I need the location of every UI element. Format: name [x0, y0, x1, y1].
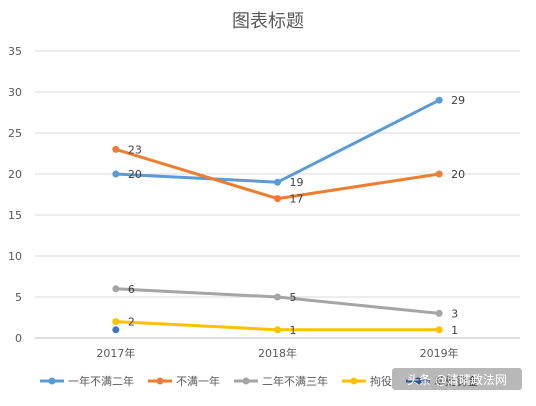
data-label: 20 [128, 168, 142, 181]
series-line [114, 287, 441, 315]
legend-swatch-marker [156, 377, 164, 385]
chart-title: 图表标题 [232, 11, 304, 32]
data-label: 1 [290, 324, 297, 337]
legend-item: 单处罚金 [406, 374, 478, 388]
data-label: 20 [451, 168, 465, 181]
y-tick-label: 15 [8, 209, 22, 222]
data-label: 5 [290, 291, 297, 304]
x-axis: 2017年 2018年 2019年 [96, 346, 458, 360]
watermark-background [392, 368, 522, 390]
data-point [112, 285, 120, 293]
y-tick-label: 0 [15, 332, 22, 345]
data-label: 2 [128, 316, 135, 329]
watermark: 头条 @清晴政法网 [392, 368, 522, 390]
legend-label: 单处罚金 [434, 374, 478, 388]
data-point [274, 293, 281, 301]
legend-item: 拘役 [342, 374, 392, 388]
legend-label: 二年不满三年 [262, 374, 328, 388]
legend: 一年不满二年 不满一年 二年不满三年 拘役 单处罚金 [40, 374, 478, 388]
data-label: 29 [451, 94, 465, 107]
y-tick-label: 5 [15, 291, 22, 304]
data-label: 1 [451, 324, 458, 337]
y-tick-label: 35 [8, 45, 22, 58]
series-layer [112, 96, 443, 334]
data-point [435, 96, 443, 104]
legend-label: 不满一年 [176, 374, 220, 388]
y-tick-label: 20 [8, 168, 22, 181]
watermark-text: 头条 @清晴政法网 [407, 373, 507, 387]
x-tick-label: 2017年 [96, 346, 135, 360]
data-point [435, 170, 443, 178]
y-tick-label: 25 [8, 127, 22, 140]
data-point [274, 326, 281, 334]
legend-swatch-marker [414, 377, 422, 385]
data-point [112, 318, 120, 326]
data-label: 23 [128, 143, 142, 156]
legend-item: 不满一年 [148, 374, 220, 388]
x-tick-label: 2019年 [420, 346, 459, 360]
y-tick-label: 30 [8, 86, 22, 99]
y-axis: 0 5 10 15 20 25 30 35 [8, 45, 22, 345]
x-tick-label: 2018年 [258, 346, 297, 360]
data-point [435, 326, 443, 334]
series-line [114, 98, 441, 184]
legend-item: 二年不满三年 [234, 374, 328, 388]
legend-swatch-marker [242, 377, 250, 385]
legend-label: 一年不满二年 [68, 374, 134, 388]
data-labels: 20 19 29 23 17 20 6 5 3 2 1 1 [128, 94, 465, 337]
data-point [435, 309, 443, 317]
legend-label: 拘役 [370, 374, 392, 388]
y-tick-label: 10 [8, 250, 22, 263]
data-label: 19 [290, 176, 304, 189]
legend-swatch-marker [350, 377, 358, 385]
legend-swatch-marker [48, 377, 56, 385]
data-label: 17 [290, 193, 304, 206]
data-point [112, 145, 120, 153]
data-point [274, 178, 281, 186]
data-point [112, 170, 120, 178]
legend-item: 一年不满二年 [40, 374, 134, 388]
data-label: 3 [451, 307, 458, 320]
data-label: 6 [128, 283, 135, 296]
data-point [274, 195, 281, 203]
data-point [112, 326, 120, 334]
